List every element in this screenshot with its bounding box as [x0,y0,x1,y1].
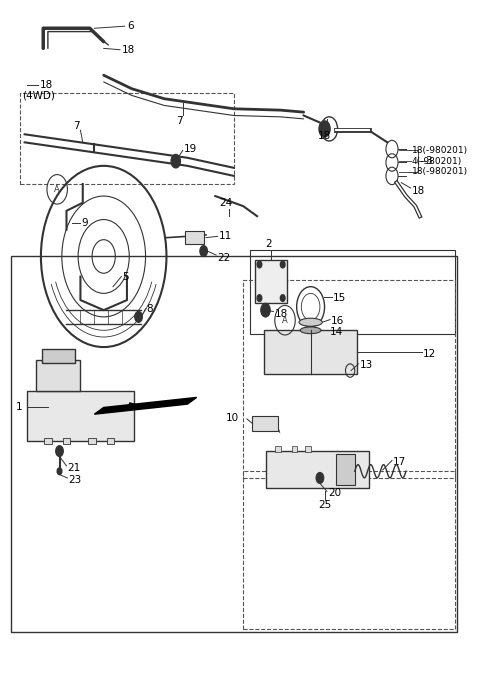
Text: A: A [54,185,60,194]
Text: 1: 1 [16,402,23,412]
Bar [88,437,96,444]
Bar [275,446,281,452]
Text: 18: 18 [275,309,288,319]
Text: 18: 18 [122,44,135,55]
Text: 6: 6 [127,21,133,31]
Text: 18: 18 [411,185,425,195]
Text: 11: 11 [219,231,232,241]
Polygon shape [95,398,197,415]
Circle shape [257,261,262,268]
Bar [42,349,75,363]
Text: 24: 24 [219,197,233,208]
Text: 21: 21 [67,463,81,473]
Circle shape [171,154,180,168]
Bar [305,446,311,452]
Circle shape [280,261,285,268]
Text: 18: 18 [39,80,53,90]
Bar [27,391,134,441]
Text: 18: 18 [318,131,331,141]
Text: 13: 13 [360,360,372,370]
Text: 18(-980201): 18(-980201) [411,146,468,155]
Bar [291,446,297,452]
Bar [336,454,355,485]
Text: 18(-980201): 18(-980201) [411,167,468,177]
Bar [20,93,234,184]
Bar [243,471,455,629]
Text: 2: 2 [265,239,272,249]
Circle shape [57,468,62,474]
Circle shape [200,246,207,256]
Text: 17: 17 [393,457,406,467]
Bar [185,231,204,245]
Text: 10: 10 [226,412,239,423]
Bar [252,417,278,431]
Text: 8: 8 [146,304,153,314]
Ellipse shape [300,327,321,334]
Bar [44,437,52,444]
Ellipse shape [299,318,322,326]
Text: 7: 7 [176,116,182,126]
Text: A: A [282,315,288,325]
Bar [63,437,70,444]
Circle shape [280,295,285,301]
Text: 16: 16 [331,316,344,326]
Text: 5: 5 [122,272,129,282]
Text: 23: 23 [68,475,82,485]
Text: 3: 3 [425,156,432,166]
Circle shape [261,303,270,317]
Circle shape [56,446,63,456]
Bar [255,259,288,303]
Circle shape [319,121,330,137]
Text: 4(-980201): 4(-980201) [411,156,462,166]
Bar [36,361,81,391]
Text: 14: 14 [330,327,343,336]
Text: 12: 12 [423,348,436,359]
Text: 22: 22 [217,253,230,263]
Bar [264,330,357,374]
Circle shape [135,311,142,322]
Circle shape [316,472,324,483]
Circle shape [257,295,262,301]
Text: 15: 15 [333,293,346,303]
Text: 25: 25 [318,500,331,510]
Text: 9: 9 [82,218,88,228]
Bar [107,437,114,444]
Text: (4WD): (4WD) [22,90,55,100]
Text: 20: 20 [328,488,341,497]
Bar [266,451,369,488]
Text: 7: 7 [73,121,80,131]
Bar [243,280,455,478]
Text: 19: 19 [184,144,197,154]
